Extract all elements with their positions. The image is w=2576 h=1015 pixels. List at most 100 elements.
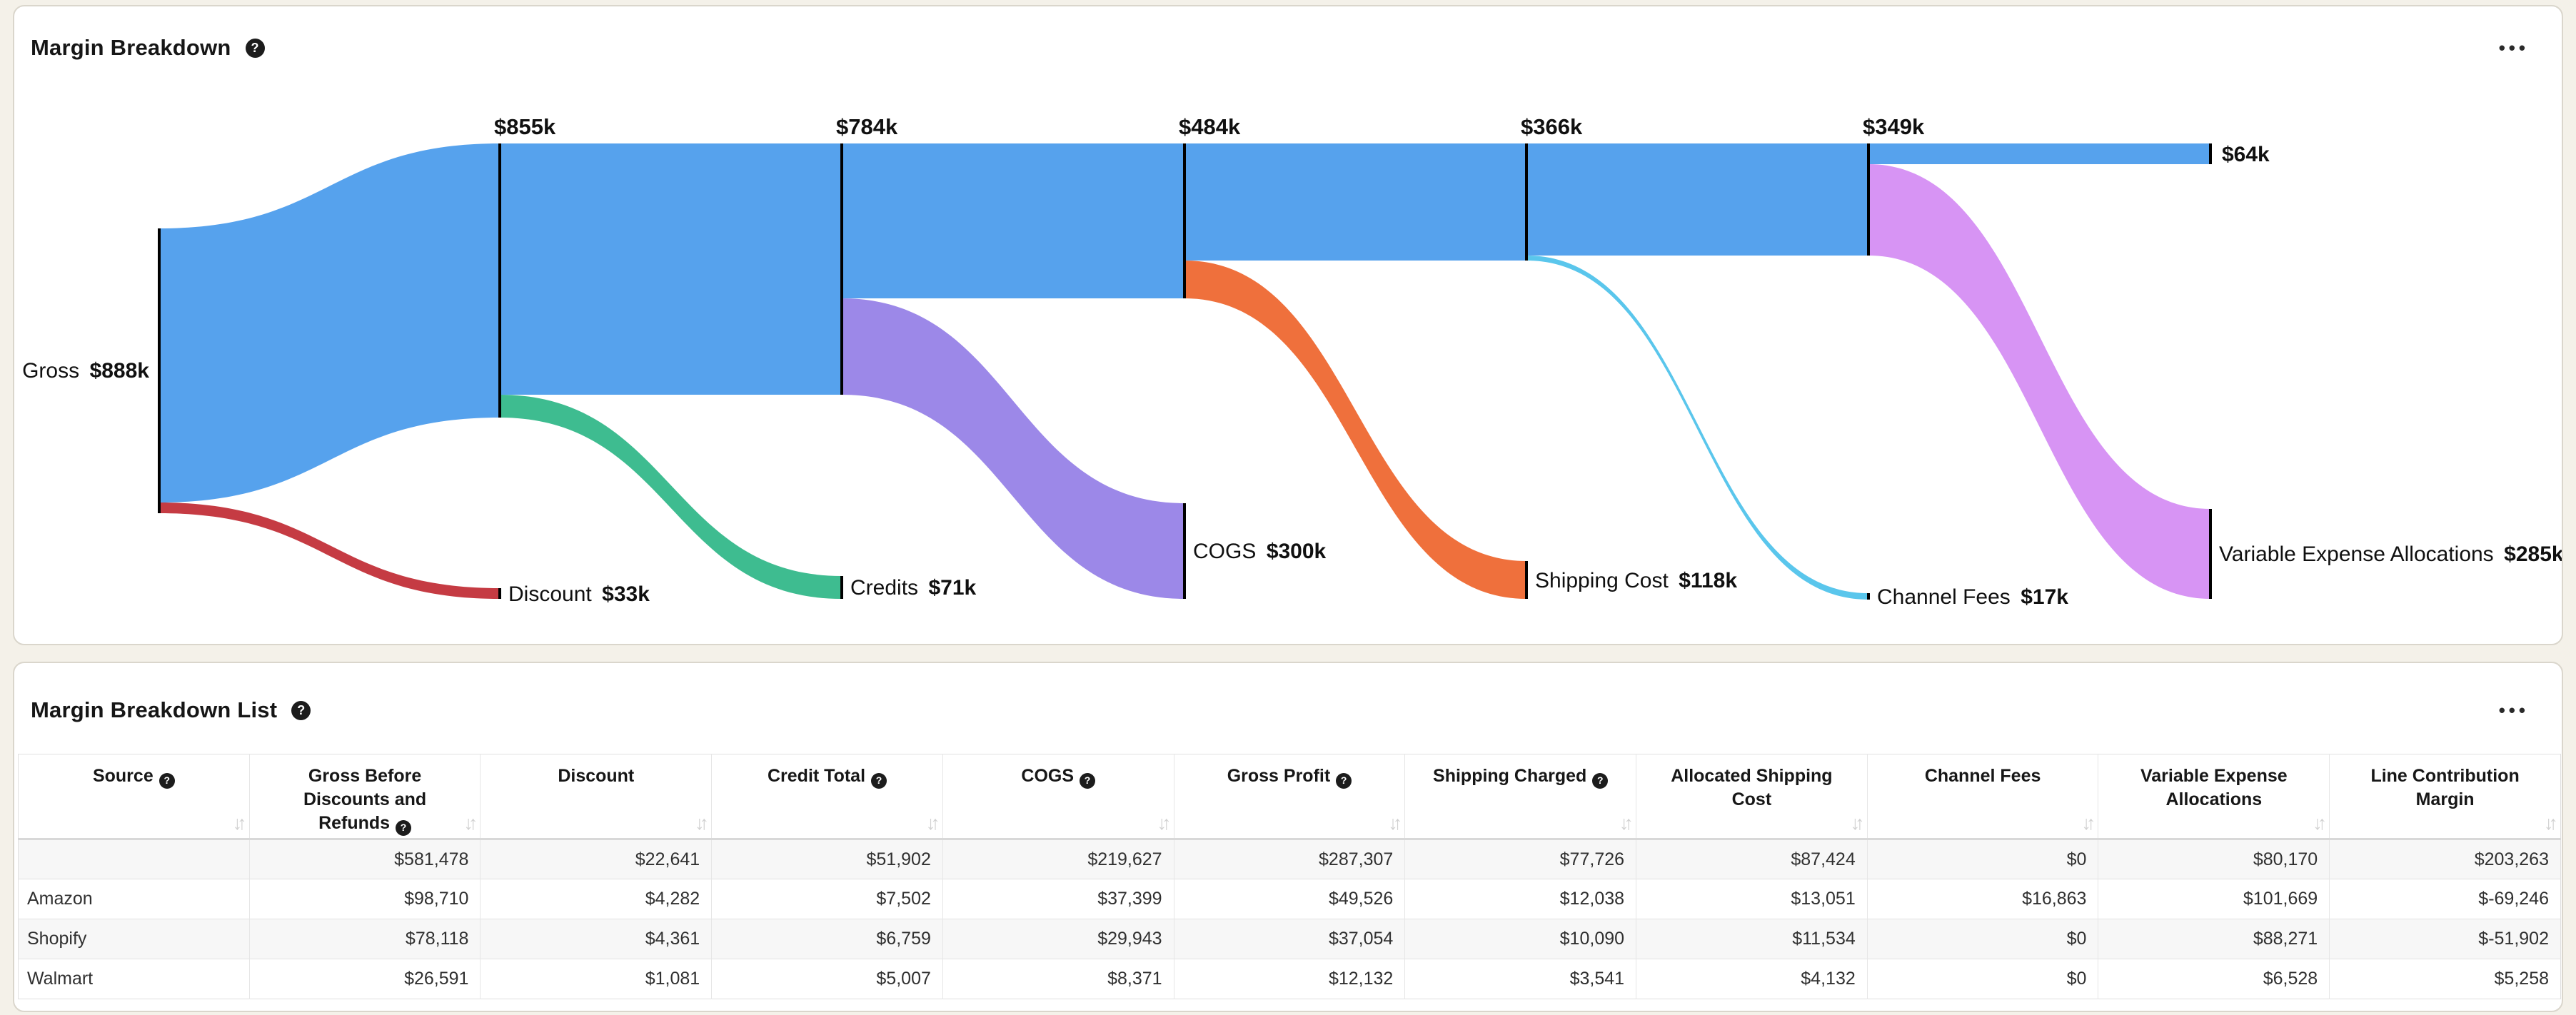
sort-icon[interactable]: ↓↑ (232, 812, 247, 834)
value-cell: $3,541 (1404, 959, 1636, 999)
flow-credits[interactable] (500, 395, 842, 599)
flow-gross-to-855[interactable] (159, 143, 500, 503)
panel-title: Margin Breakdown List (31, 697, 278, 722)
help-icon[interactable]: ? (396, 819, 412, 836)
value-cell: $5,007 (711, 959, 943, 999)
value-cell: $80,170 (2098, 839, 2330, 879)
node-784[interactable] (840, 143, 843, 395)
value-cell: $88,271 (2098, 919, 2330, 959)
column-header-label: Credit Total (767, 766, 866, 786)
column-header-label: Line Contribution Margin (2370, 766, 2520, 809)
flow-channel-fees[interactable] (1526, 256, 1868, 600)
sort-icon[interactable]: ↓↑ (1619, 812, 1634, 834)
flow-cogs[interactable] (842, 298, 1184, 599)
help-icon[interactable]: ? (291, 700, 311, 720)
value-cell: $77,726 (1404, 839, 1636, 879)
value-cell: $4,361 (480, 919, 712, 959)
value-cell: $12,132 (1173, 959, 1405, 999)
column-header-label: Variable Expense Allocations (2140, 766, 2288, 809)
column-header-label: Shipping Charged (1433, 766, 1587, 786)
value-cell: $0 (1866, 839, 2098, 879)
sort-icon[interactable]: ↓↑ (1850, 812, 1865, 834)
value-cell: $-69,246 (2329, 879, 2561, 919)
node-variable-expense[interactable] (2209, 509, 2212, 599)
column-header-source[interactable]: Source? ↓↑ (18, 754, 250, 840)
column-header-discount[interactable]: Discount ↓↑ (480, 754, 712, 840)
sort-icon[interactable]: ↓↑ (1157, 812, 1172, 834)
sankey-deduction-flows (159, 164, 2210, 600)
help-icon[interactable]: ? (1336, 772, 1352, 789)
flow-shipping-cost[interactable] (1184, 261, 1526, 599)
column-header-allocated-shipping-cost[interactable]: Allocated Shipping Cost ↓↑ (1636, 754, 1868, 840)
more-options-icon[interactable]: ••• (2498, 700, 2529, 721)
value-cell: $26,591 (248, 959, 481, 999)
stage-label-784: $784k (836, 114, 898, 139)
node-gross[interactable] (158, 228, 161, 513)
label-shipping-cost: Shipping Cost $118k (1535, 569, 1737, 592)
value-cell: $-51,902 (2329, 919, 2561, 959)
node-credits[interactable] (840, 576, 843, 599)
column-header-gross-before-discounts-and-refunds[interactable]: Gross Before Discounts and Refunds? ↓↑ (248, 754, 481, 840)
source-cell: Walmart (18, 959, 250, 999)
flow-484-to-366[interactable] (1184, 143, 1526, 261)
value-cell: $37,054 (1173, 919, 1405, 959)
help-icon[interactable]: ? (871, 772, 887, 789)
node-cogs[interactable] (1183, 503, 1186, 599)
node-shipping-cost[interactable] (1525, 561, 1528, 599)
column-header-variable-expense-allocations[interactable]: Variable Expense Allocations ↓↑ (2098, 754, 2330, 840)
stage-label-366: $366k (1521, 114, 1583, 139)
value-cell: $219,627 (942, 839, 1174, 879)
help-icon[interactable]: ? (1080, 772, 1096, 789)
source-cell (18, 839, 250, 879)
column-header-gross-profit[interactable]: Gross Profit? ↓↑ (1173, 754, 1405, 840)
value-cell: $12,038 (1404, 879, 1636, 919)
help-icon[interactable]: ? (245, 38, 265, 58)
column-header-line-contribution-margin[interactable]: Line Contribution Margin ↓↑ (2329, 754, 2561, 840)
node-349[interactable] (1867, 143, 1870, 256)
sort-icon[interactable]: ↓↑ (695, 812, 709, 834)
value-cell: $10,090 (1404, 919, 1636, 959)
value-cell: $98,710 (248, 879, 481, 919)
column-header-label: Source (92, 766, 154, 786)
flow-variable-expense[interactable] (1868, 164, 2210, 599)
label-cogs: COGS $300k (1193, 540, 1327, 563)
value-cell: $6,528 (2098, 959, 2330, 999)
node-484[interactable] (1183, 143, 1186, 298)
node-discount[interactable] (498, 588, 501, 599)
flow-discount[interactable] (159, 503, 500, 599)
flow-366-to-349[interactable] (1526, 143, 1868, 256)
column-header-label: Gross Profit (1227, 766, 1331, 786)
sort-icon[interactable]: ↓↑ (2081, 812, 2095, 834)
sort-icon[interactable]: ↓↑ (463, 812, 478, 834)
value-cell: $203,263 (2329, 839, 2561, 879)
help-icon[interactable]: ? (159, 772, 175, 789)
sort-icon[interactable]: ↓↑ (925, 812, 940, 834)
flow-784-to-484[interactable] (842, 143, 1184, 298)
column-header-shipping-charged[interactable]: Shipping Charged? ↓↑ (1404, 754, 1636, 840)
node-64[interactable] (2209, 143, 2212, 164)
column-header-channel-fees[interactable]: Channel Fees ↓↑ (1866, 754, 2098, 840)
column-header-credit-total[interactable]: Credit Total? ↓↑ (711, 754, 943, 840)
label-credits: Credits $71k (850, 576, 977, 600)
flow-855-to-784[interactable] (500, 143, 842, 395)
value-cell: $581,478 (248, 839, 481, 879)
table-row: Shopify $78,118 $4,361 $6,759 $29,943 $37,054… (18, 919, 2561, 959)
value-cell: $101,669 (2098, 879, 2330, 919)
sort-icon[interactable]: ↓↑ (2544, 812, 2558, 834)
value-cell: $1,081 (480, 959, 712, 999)
more-options-icon[interactable]: ••• (2498, 37, 2529, 59)
label-64: $64k (2222, 143, 2270, 166)
column-header-cogs[interactable]: COGS? ↓↑ (942, 754, 1174, 840)
sort-icon[interactable]: ↓↑ (1388, 812, 1402, 834)
node-366[interactable] (1525, 143, 1528, 261)
help-icon[interactable]: ? (1592, 772, 1609, 789)
flow-349-to-64[interactable] (1868, 143, 2210, 164)
value-cell: $5,258 (2329, 959, 2561, 999)
column-header-label: Allocated Shipping Cost (1671, 766, 1833, 809)
node-channel-fees[interactable] (1867, 593, 1870, 600)
node-855[interactable] (498, 143, 501, 418)
label-variable-expense: Variable Expense Allocations $285k (2219, 542, 2562, 566)
sankey-stage-labels: $855k $784k $484k $366k $349k (494, 114, 1925, 139)
value-cell: $87,424 (1636, 839, 1868, 879)
sort-icon[interactable]: ↓↑ (2313, 812, 2327, 834)
